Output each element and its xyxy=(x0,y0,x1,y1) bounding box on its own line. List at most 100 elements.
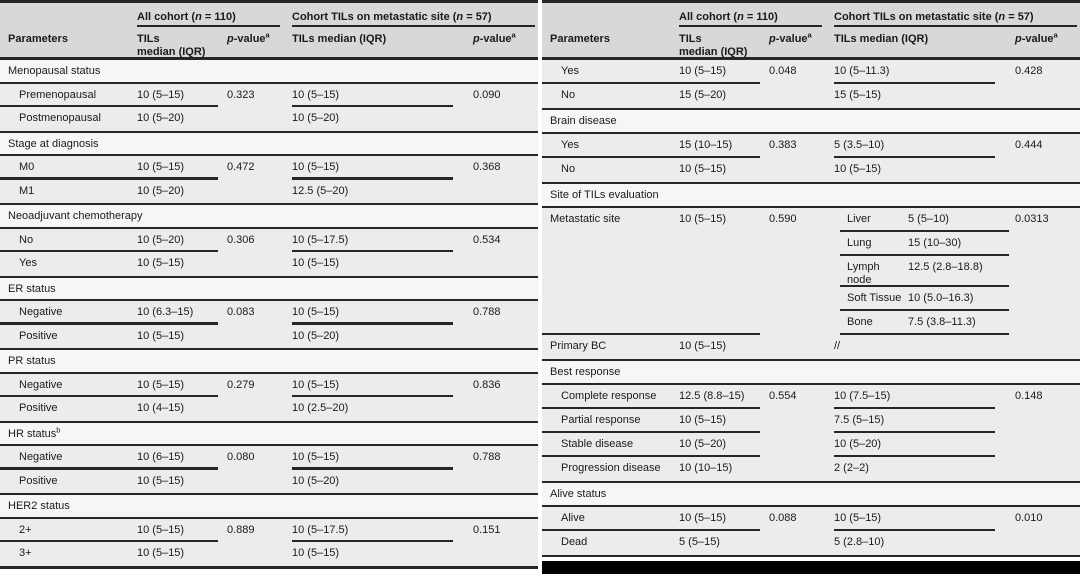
tils-median-cell: 10 (5–20) xyxy=(834,433,1015,457)
pvalue-cell: 0.080 xyxy=(227,451,255,463)
pvalue-cell: 0.788 xyxy=(473,306,501,318)
section-header-row: Neoadjuvant chemotherapy xyxy=(0,205,538,229)
param-cell: No xyxy=(561,163,576,175)
tils-median-cell: 10 (5–15) xyxy=(834,163,882,175)
tils-median-cell: 10 (5–15) xyxy=(679,208,769,335)
tils-median-cell: 12.5 (8.8–15) xyxy=(679,385,769,409)
pvalue-cell: 0.148 xyxy=(1015,390,1043,402)
tils-median-cell: 10 (5–20) xyxy=(137,112,185,124)
table-section: HER2 status 2+ 10 (5–15) 0.889 10 (5–17.5) 0.… xyxy=(0,493,538,566)
table-section: Best response Complete response 12.5 (8.8–… xyxy=(542,359,1080,481)
section-label: HR status xyxy=(8,427,57,440)
p-italic: p xyxy=(227,33,234,45)
p-italic: p xyxy=(473,33,480,45)
section-label: Alive status xyxy=(550,488,607,500)
group-header-text: All cohort ( xyxy=(679,11,738,23)
tils-median-cell: 10 (5–15) xyxy=(137,547,185,559)
pvalue-cell: 0.151 xyxy=(473,523,501,536)
table-section: Brain disease Yes 15 (10–15) 0.383 5 (3.5–10… xyxy=(542,108,1080,182)
site-name-cell: Lymph node xyxy=(834,256,906,287)
section-header-row: Best response xyxy=(542,361,1080,385)
p-label-text: -value xyxy=(233,33,266,45)
column-header-tils-median: TILs median (IQR) xyxy=(834,33,929,45)
group-header-text: = 110) xyxy=(201,11,236,23)
column-header-tils-median: TILs median (IQR) xyxy=(292,33,387,45)
group-header-text: Cohort TILs on metastatic site ( xyxy=(292,11,457,23)
tils-median-cell: 10 (6.3–15) xyxy=(137,301,227,325)
n-count-italic: n xyxy=(737,11,744,23)
table-section: HR statusb Negative 10 (6–15) 0.080 10 (5–15… xyxy=(0,420,538,494)
site-value-cell: 12.5 (2.8–18.8) xyxy=(906,256,1015,287)
pvalue-cell: 0.472 xyxy=(227,161,255,173)
column-header-tils-median: TILs median (IQR) xyxy=(137,27,227,58)
param-cell: M1 xyxy=(19,184,35,197)
pvalue-cell: 0.010 xyxy=(1015,512,1043,524)
tils-median-cell: 15 (10–15) xyxy=(679,134,769,158)
param-cell: Partial response xyxy=(542,409,679,433)
pvalue-cell: 0.083 xyxy=(227,306,255,318)
site-name-cell: Lung xyxy=(834,232,906,256)
param-cell: 2+ xyxy=(0,519,137,543)
pvalue-cell: 0.444 xyxy=(1015,139,1043,151)
table-section: Neoadjuvant chemotherapy No 10 (5–20) 0.306… xyxy=(0,203,538,276)
group-header-text: = 57) xyxy=(1005,11,1034,23)
param-cell: Postmenopausal xyxy=(19,112,101,124)
param-cell: Metastatic site xyxy=(542,208,679,335)
tils-median-cell: 7.5 (5–15) xyxy=(834,409,1015,433)
section-label: Best response xyxy=(550,366,621,378)
section-label: PR status xyxy=(8,355,56,367)
group-header-all-cohort: All cohort (n = 110) xyxy=(679,3,834,27)
tils-median-cell: 10 (5–15) xyxy=(292,547,340,559)
column-header-tils-median: TILs median (IQR) xyxy=(679,27,769,58)
tils-median-cell: 10 (6–15) xyxy=(137,446,227,470)
tils-median-cell: 10 (4–15) xyxy=(137,402,185,414)
tils-median-cell: 10 (5–15) xyxy=(292,156,473,180)
n-count-italic: n xyxy=(998,11,1006,23)
section-header-row: Site of TILs evaluation xyxy=(542,184,1080,208)
tils-label-line: median (IQR) xyxy=(137,46,206,58)
table-section: Stage at diagnosis M0 10 (5–15) 0.472 10 (5–… xyxy=(0,130,538,204)
site-value-cell: 10 (5.0–16.3) xyxy=(906,287,1015,311)
pvalue-cell: 0.306 xyxy=(227,233,255,246)
tils-median-cell: 5 (2.8–10) xyxy=(834,536,885,548)
column-header-parameters: Parameters xyxy=(8,33,68,45)
table-right-panel: Parameters All cohort (n = 110) Cohort TIL… xyxy=(542,0,1080,557)
site-name-cell: Bone xyxy=(834,311,906,335)
table-header: Parameters All cohort (n = 110) Cohort TIL… xyxy=(0,0,538,60)
table-section: ER status Negative 10 (6.3–15) 0.083 10 (5–1… xyxy=(0,275,538,349)
pvalue-cell: 0.534 xyxy=(473,233,501,246)
tils-median-cell: 10 (5–15) xyxy=(292,301,473,325)
tils-median-cell: 10 (5–15) xyxy=(137,474,185,487)
group-header-metastatic-cohort: Cohort TILs on metastatic site (n = 57) xyxy=(834,3,1080,27)
p-label-text: -value xyxy=(479,33,512,45)
tils-median-cell: 10 (5–15) xyxy=(679,507,769,531)
param-cell: Primary BC xyxy=(550,340,607,352)
table-header: Parameters All cohort (n = 110) Cohort TIL… xyxy=(542,0,1080,60)
param-cell: 3+ xyxy=(19,547,32,559)
tils-median-cell: 10 (5–15) xyxy=(292,446,473,470)
column-header-pvalue: p-valuea xyxy=(473,27,538,57)
pvalue-cell: 0.368 xyxy=(473,161,501,173)
pvalue-cell: 0.0313 xyxy=(1015,213,1049,225)
param-cell: Alive xyxy=(542,507,679,531)
site-value-cell: 7.5 (3.8–11.3) xyxy=(906,311,1015,335)
tils-median-cell: 12.5 (5–20) xyxy=(292,184,349,197)
tils-median-cell: 10 (5–15) xyxy=(137,374,227,398)
group-header-text: All cohort ( xyxy=(137,11,196,23)
param-cell: Negative xyxy=(0,301,137,325)
tils-median-cell: 10 (5–11.3) xyxy=(834,60,1015,84)
table-left-panel: Parameters All cohort (n = 110) Cohort TIL… xyxy=(0,0,538,569)
param-cell: Negative xyxy=(0,446,137,470)
param-cell: Dead xyxy=(561,536,588,548)
tils-median-cell: 10 (10–15) xyxy=(679,462,733,474)
param-cell: Positive xyxy=(19,474,58,487)
pvalue-cell: 0.889 xyxy=(227,523,255,536)
section-label: Menopausal status xyxy=(8,65,101,77)
p-italic: p xyxy=(1015,33,1022,45)
tils-median-cell: 10 (5–20) xyxy=(292,112,340,124)
table-section: PR status Negative 10 (5–15) 0.279 10 (5–15)… xyxy=(0,348,538,421)
section-label: Stage at diagnosis xyxy=(8,137,99,150)
section-header-row: HR statusb xyxy=(0,422,538,446)
tils-median-cell: 15 (5–15) xyxy=(834,89,882,101)
